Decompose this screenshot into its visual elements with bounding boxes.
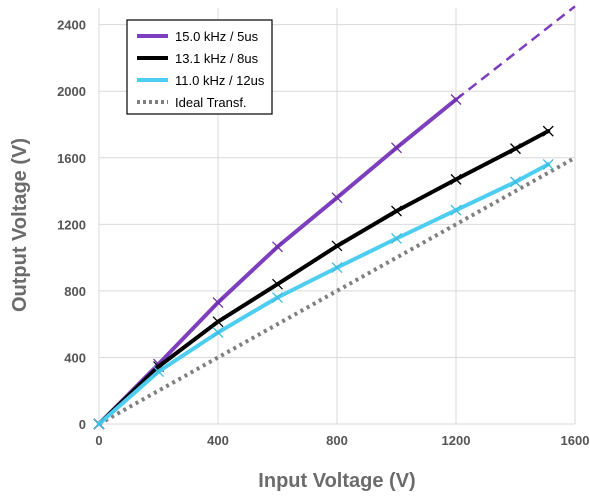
x-tick-label: 1200 — [442, 433, 471, 448]
series-extrapolation-1 — [455, 5, 576, 101]
y-tick-label: 800 — [64, 284, 86, 299]
data-point-marker — [212, 297, 224, 308]
x-tick-label: 0 — [95, 433, 102, 448]
legend: 15.0 kHz / 5us 13.1 kHz / 8us 11.0 kHz / 1… — [126, 19, 273, 115]
legend-label-1: 15.0 kHz / 5us — [175, 29, 259, 44]
x-tick-label: 400 — [207, 433, 229, 448]
data-point-marker — [450, 173, 462, 185]
data-point-marker — [272, 278, 283, 290]
data-point-marker — [153, 366, 164, 378]
data-point-marker — [212, 327, 224, 338]
data-point-marker — [450, 94, 462, 105]
data-point-marker — [331, 262, 343, 274]
data-point-marker — [542, 125, 554, 137]
axes-layer — [98, 8, 575, 425]
data-point-marker — [510, 143, 521, 155]
data-point-marker — [450, 204, 462, 216]
data-point-marker — [272, 241, 283, 253]
ticks-layer: 0 400 800 1200 1600 0 400 800 1200 1600 2000 2400 — [57, 18, 589, 448]
data-point-marker — [542, 158, 554, 170]
y-tick-label: 2000 — [57, 84, 86, 99]
y-tick-label: 2400 — [57, 18, 86, 33]
x-tick-label: 1600 — [561, 433, 590, 448]
legend-label-2: 13.1 kHz / 8us — [175, 51, 259, 66]
series-layer — [93, 5, 576, 430]
data-point-marker — [331, 240, 343, 252]
grid-layer — [99, 8, 576, 424]
x-tick-label: 800 — [326, 433, 348, 448]
data-point-marker — [212, 316, 224, 328]
data-point-marker — [391, 233, 402, 244]
data-point-marker — [510, 176, 521, 188]
data-point-marker — [391, 205, 402, 217]
legend-label-4: Ideal Transf. — [175, 95, 247, 110]
data-point-marker — [331, 192, 343, 204]
y-tick-label: 1600 — [57, 151, 86, 166]
y-tick-label: 1200 — [57, 217, 86, 232]
y-axis-title: Output Voltage (V) — [9, 138, 31, 312]
y-tick-label: 400 — [64, 350, 86, 365]
y-tick-label: 0 — [79, 417, 86, 432]
x-axis-title: Input Voltage (V) — [258, 470, 415, 492]
data-point-marker — [272, 292, 283, 303]
data-point-marker — [93, 418, 105, 430]
data-point-marker — [391, 142, 402, 154]
legend-label-3: 11.0 kHz / 12us — [175, 73, 265, 88]
